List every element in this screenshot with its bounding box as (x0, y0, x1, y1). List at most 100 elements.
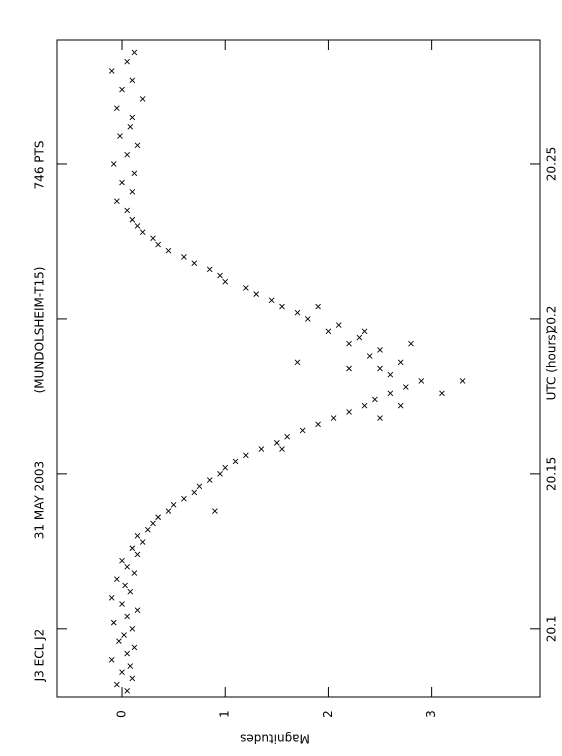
data-point (121, 632, 127, 638)
data-point (181, 495, 187, 502)
data-point (129, 114, 136, 121)
data-point (134, 533, 141, 539)
observatory-label: (MUNDOLSHEIM-T15) (33, 267, 47, 394)
data-point (459, 378, 466, 384)
data-point (325, 328, 332, 335)
data-point (114, 105, 120, 111)
data-point (124, 687, 130, 694)
y-tick-label: 2 (321, 710, 335, 718)
data-point (284, 433, 290, 440)
data-point (408, 340, 414, 347)
data-point (377, 415, 383, 421)
data-point (299, 427, 306, 434)
data-point (131, 170, 138, 177)
data-point (124, 613, 130, 620)
data-point (191, 489, 198, 496)
data-point (232, 458, 239, 465)
data-point (377, 365, 383, 372)
data-point (129, 77, 136, 84)
data-point (315, 421, 321, 428)
data-point (439, 390, 445, 397)
data-point (116, 638, 122, 645)
data-point (129, 626, 136, 632)
data-point (243, 452, 249, 459)
data-point (397, 402, 404, 409)
chart-title: J3 ECL J2 (33, 629, 47, 683)
data-point (108, 595, 115, 601)
date-label: 31 MAY 2003 (33, 461, 47, 539)
y-tick-label: 3 (424, 710, 438, 718)
data-point (217, 272, 223, 279)
data-point (124, 650, 130, 657)
data-point (304, 316, 311, 322)
data-point (372, 396, 378, 403)
data-point (155, 514, 161, 521)
x-tick-label: 20.15 (545, 457, 559, 491)
data-point (131, 49, 138, 56)
data-point (279, 446, 285, 452)
data-point (397, 359, 404, 366)
data-point (139, 229, 146, 235)
data-point (330, 415, 337, 421)
data-point (196, 483, 203, 490)
y-tick-label: 0 (115, 710, 129, 718)
data-point (377, 347, 383, 353)
x-tick-label: 20.25 (545, 147, 559, 181)
data-point (124, 564, 130, 570)
data-point (155, 241, 161, 248)
data-point (361, 402, 368, 409)
data-point (134, 551, 141, 558)
data-point (134, 223, 141, 229)
data-point (114, 681, 120, 688)
data-point (127, 663, 134, 669)
data-point (418, 378, 425, 384)
data-point (279, 303, 285, 310)
data-point (217, 471, 223, 477)
data-point (145, 526, 151, 533)
data-point (191, 260, 198, 266)
data-point (212, 508, 218, 514)
data-point (181, 254, 187, 260)
data-point (206, 477, 213, 483)
data-point (134, 607, 141, 614)
x-axis-label: UTC (hours) (545, 330, 559, 401)
data-point (206, 266, 213, 273)
data-point (403, 384, 409, 390)
data-point (110, 161, 117, 167)
data-point (131, 570, 138, 576)
data-point (253, 291, 260, 297)
data-point (165, 247, 172, 254)
data-point (114, 576, 120, 583)
x-tick-label: 20.2 (545, 306, 559, 333)
data-point (108, 68, 115, 74)
data-point (122, 582, 128, 589)
y-tick-label: 1 (218, 710, 232, 718)
data-point (335, 322, 342, 328)
y-axis-label: Magnitudes (240, 732, 310, 746)
data-point (108, 656, 115, 663)
data-point (129, 216, 136, 223)
data-point (366, 353, 373, 359)
data-point (315, 303, 321, 310)
data-point (243, 285, 249, 291)
data-point (268, 297, 275, 304)
data-point (139, 539, 146, 545)
data-point (274, 440, 280, 446)
data-point (387, 390, 394, 397)
data-point (129, 675, 136, 682)
data-point (346, 409, 352, 415)
data-point (346, 365, 352, 372)
data-point (114, 198, 120, 204)
data-point (129, 189, 136, 195)
data-point (119, 669, 125, 676)
x-tick-label: 20.1 (545, 615, 559, 642)
points-label: 746 PTS (33, 141, 47, 190)
data-point (150, 235, 156, 242)
data-point (222, 278, 229, 285)
data-point (127, 588, 134, 595)
plot-frame (56, 39, 541, 698)
data-point (134, 142, 141, 149)
data-point (170, 502, 177, 508)
